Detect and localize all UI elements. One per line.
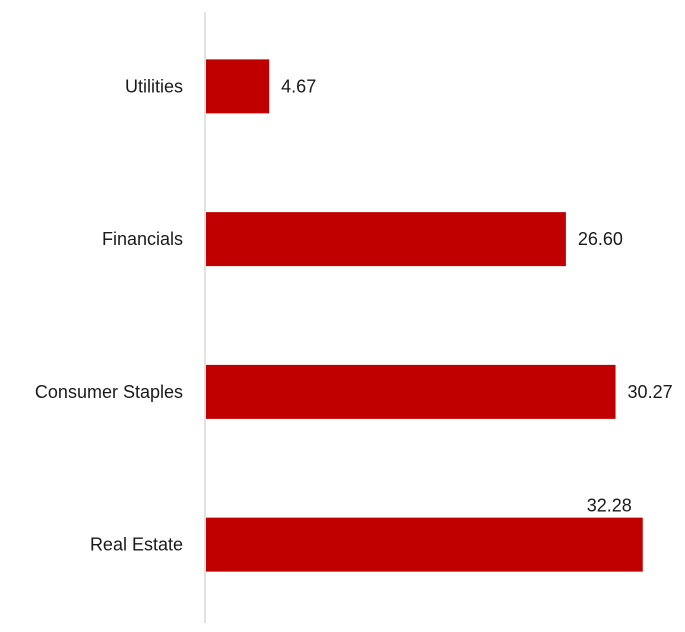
category-label-utilities: Utilities	[125, 76, 183, 96]
category-label-real-estate: Real Estate	[90, 535, 183, 555]
value-label-real-estate: 32.28	[587, 496, 632, 516]
bar-utilities	[206, 59, 270, 114]
bar-financials	[206, 212, 566, 267]
labels-layer: Utilities 4.67 Financials 26.60 Consumer Sta…	[35, 76, 673, 554]
category-label-consumer-staples: Consumer Staples	[35, 382, 183, 402]
bar-consumer-staples	[206, 364, 616, 419]
value-label-consumer-staples: 30.27	[628, 382, 673, 402]
bar-real-estate	[206, 517, 643, 572]
category-label-financials: Financials	[102, 229, 183, 249]
value-label-financials: 26.60	[578, 229, 623, 249]
value-label-utilities: 4.67	[281, 76, 316, 96]
bars-layer	[206, 59, 643, 572]
